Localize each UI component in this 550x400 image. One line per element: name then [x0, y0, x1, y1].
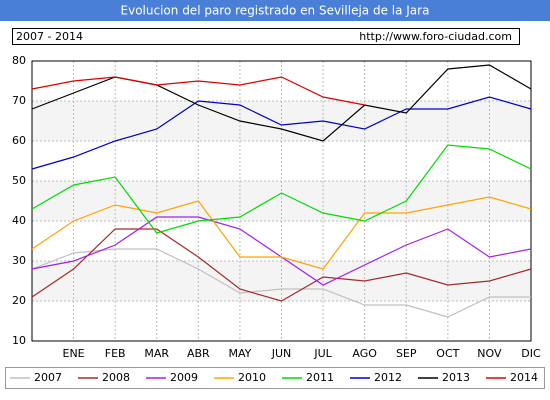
- subtitle-box: [12, 28, 520, 45]
- source: http://www.foro-ciudad.com: [359, 30, 512, 43]
- y-tick-label: 10: [12, 334, 26, 347]
- x-tick-label: AGO: [352, 347, 377, 360]
- x-tick-label: NOV: [477, 347, 502, 360]
- series-line: [31, 248, 531, 318]
- y-tick-label: 60: [12, 134, 26, 147]
- x-tick-label: OCT: [436, 347, 459, 360]
- legend-label: 2014: [510, 371, 538, 384]
- plot-frame: [31, 60, 532, 342]
- title-bar: [0, 0, 550, 21]
- legend-label: 2012: [374, 371, 402, 384]
- y-tick-label: 20: [12, 294, 26, 307]
- subtitle: 2007 - 2014: [16, 30, 83, 43]
- y-tick-label: 50: [12, 174, 26, 187]
- chart-title: Evolucion del paro registrado en Seville…: [121, 4, 430, 18]
- series-line: [31, 96, 532, 170]
- legend-label: 2009: [170, 371, 198, 384]
- x-tick-label: JUN: [271, 347, 292, 360]
- x-tick-label: FEB: [105, 347, 126, 360]
- x-tick-label: JUL: [313, 347, 332, 360]
- y-tick-label: 70: [12, 94, 26, 107]
- legend-label: 2013: [442, 371, 470, 384]
- x-tick-label: MAY: [228, 347, 251, 360]
- legend-label: 2010: [238, 371, 266, 384]
- legend-label: 2007: [34, 371, 62, 384]
- x-tick-label: ABR: [187, 347, 210, 360]
- legend-label: 2008: [102, 371, 130, 384]
- x-tick-label: SEP: [396, 347, 417, 360]
- x-tick-label: MAR: [144, 347, 169, 360]
- y-tick-label: 40: [12, 214, 26, 227]
- legend-label: 2011: [306, 371, 334, 384]
- legend-box: [5, 367, 545, 389]
- x-tick-label: ENE: [63, 347, 85, 360]
- series-line: [31, 228, 532, 302]
- series-line: [31, 144, 532, 234]
- series-line: [31, 196, 532, 270]
- y-tick-label: 80: [12, 54, 26, 67]
- y-tick-label: 30: [12, 254, 26, 267]
- x-tick-label: DIC: [521, 347, 541, 360]
- series-line: [31, 76, 365, 106]
